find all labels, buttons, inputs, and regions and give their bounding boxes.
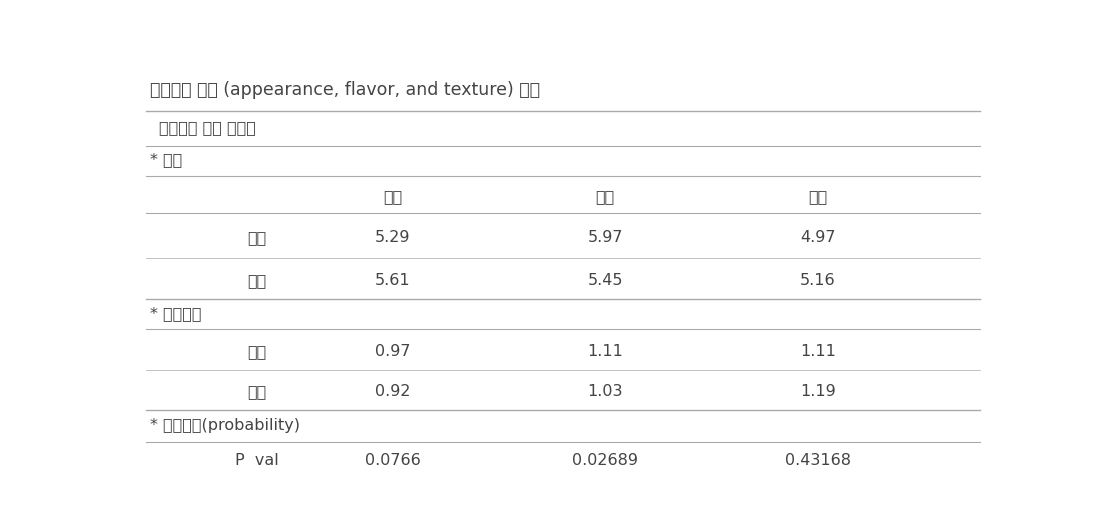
Text: * 평균: * 평균 [150, 153, 182, 168]
Text: * 유의확률(probability): * 유의확률(probability) [150, 418, 300, 433]
Text: 미강: 미강 [247, 273, 266, 288]
Text: * 표준편차: * 표준편차 [150, 306, 202, 321]
Text: P  val: P val [235, 453, 278, 468]
Text: 5.61: 5.61 [374, 273, 411, 288]
Text: 색상: 색상 [383, 189, 402, 204]
Text: 1.11: 1.11 [587, 344, 624, 359]
Text: 0.02689: 0.02689 [572, 453, 638, 468]
Text: 특성강도 요약 테이블: 특성강도 요약 테이블 [158, 120, 256, 135]
Text: 5.97: 5.97 [587, 230, 623, 245]
Text: 1.03: 1.03 [587, 384, 623, 399]
Text: 1.19: 1.19 [800, 384, 836, 399]
Text: 4.97: 4.97 [800, 230, 836, 245]
Text: 미강: 미강 [247, 384, 266, 399]
Text: 관능품질 강도 (appearance, flavor, and texture) 분석: 관능품질 강도 (appearance, flavor, and texture… [150, 81, 540, 99]
Text: 0.43168: 0.43168 [785, 453, 851, 468]
Text: 기본: 기본 [247, 230, 266, 245]
Text: 신맛: 신맛 [595, 189, 615, 204]
Text: 5.29: 5.29 [374, 230, 411, 245]
Text: 기본: 기본 [247, 344, 266, 359]
Text: 1.11: 1.11 [800, 344, 836, 359]
Text: 5.45: 5.45 [587, 273, 623, 288]
Text: 5.16: 5.16 [800, 273, 836, 288]
Text: 0.0766: 0.0766 [365, 453, 421, 468]
Text: 0.97: 0.97 [374, 344, 411, 359]
Text: 0.92: 0.92 [374, 384, 411, 399]
Text: 단맛: 단맛 [808, 189, 828, 204]
